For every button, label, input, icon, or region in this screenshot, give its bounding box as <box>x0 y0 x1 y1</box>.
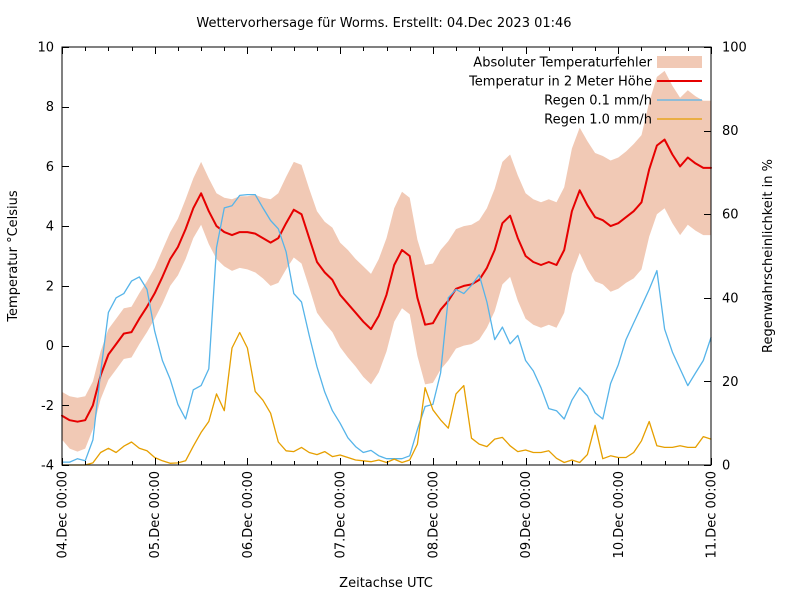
x-axis-label: Zeitachse UTC <box>339 576 433 591</box>
legend-label-temperature-error: Absoluter Temperaturfehler <box>473 56 652 71</box>
y-left-tick-label: 10 <box>37 41 54 56</box>
legend-label-rain-01: Regen 0.1 mm/h <box>544 94 652 109</box>
y-left-tick-label: -2 <box>41 399 54 414</box>
y-right-tick-label: 80 <box>722 124 739 139</box>
legend: Absoluter Temperaturfehler Temperatur in… <box>468 56 702 128</box>
y-left-tick-label: 2 <box>46 279 54 294</box>
y-right-tick-label: 20 <box>722 375 739 390</box>
temperature-error-band-area <box>62 70 711 452</box>
y-left-tick-label: -4 <box>41 459 54 474</box>
y-right-tick-label: 100 <box>722 41 747 56</box>
legend-label-rain-10: Regen 1.0 mm/h <box>544 113 652 128</box>
x-tick-label: 11.Dec 00:00 <box>705 471 720 558</box>
plot-border <box>61 46 712 466</box>
y-right-tick-label: 60 <box>722 208 739 223</box>
chart-title: Wettervorhersage für Worms. Erstellt: 04… <box>196 16 571 31</box>
y-axis-left-label: Temperatur °Celsius <box>6 190 21 323</box>
legend-swatch-band <box>657 56 702 68</box>
x-tick-label: 07.Dec 00:00 <box>334 471 349 558</box>
temperature-error-band <box>62 70 711 452</box>
x-tick-label: 05.Dec 00:00 <box>148 471 163 558</box>
y-axis-right-label: Regenwahrscheinlichkeit in % <box>761 159 776 353</box>
y-right-tick-label: 40 <box>722 291 739 306</box>
y-left-tick-label: 0 <box>46 339 54 354</box>
x-tick-label: 10.Dec 00:00 <box>612 471 627 558</box>
x-tick-label: 08.Dec 00:00 <box>426 471 441 558</box>
rain-10-line <box>61 331 712 466</box>
y-left-tick-label: 4 <box>46 220 54 235</box>
y-left-tick-label: 6 <box>46 160 54 175</box>
y-left-tick-label: 8 <box>46 100 54 115</box>
y-right-tick-label: 0 <box>722 459 730 474</box>
x-tick-label: 09.Dec 00:00 <box>519 471 534 558</box>
x-tick-label: 06.Dec 00:00 <box>241 471 256 558</box>
rain-01-line <box>61 193 712 463</box>
x-tick-label: 04.Dec 00:00 <box>56 471 71 558</box>
data-series <box>61 138 712 466</box>
legend-label-temperature: Temperatur in 2 Meter Höhe <box>468 75 652 90</box>
axes-and-ticks <box>61 46 712 466</box>
legend-swatches <box>657 56 702 120</box>
temperature-line <box>61 138 712 423</box>
